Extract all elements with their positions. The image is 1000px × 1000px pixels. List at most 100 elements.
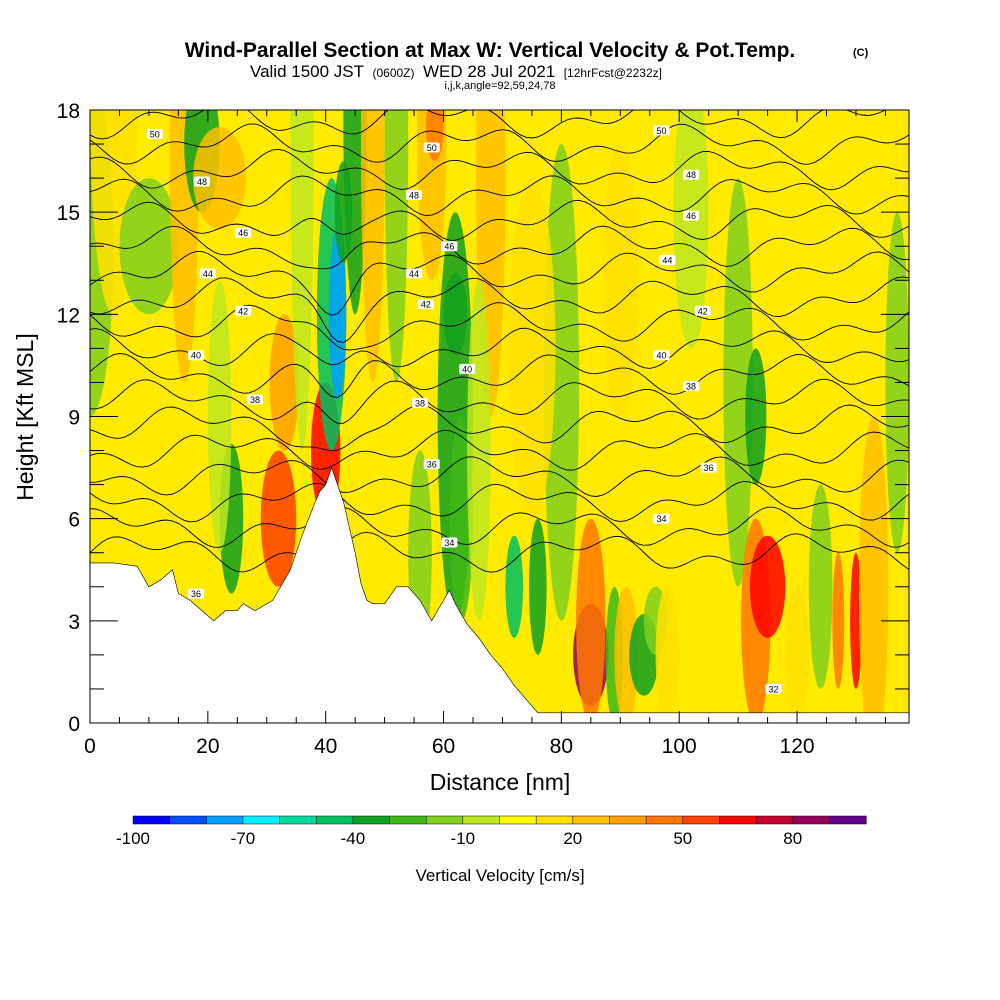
x-tick-label-6: 120 <box>780 735 815 758</box>
theta-line-15 <box>90 148 909 191</box>
theta-line-1 <box>90 506 909 548</box>
x-axis-label: Distance [nm] <box>430 769 571 795</box>
colorbar-swatch-2 <box>206 815 244 825</box>
theta-label-17: 50 <box>653 125 670 136</box>
theta-label-14: 38 <box>411 397 428 408</box>
svg-text:48: 48 <box>409 191 419 201</box>
svg-text:46: 46 <box>238 228 248 238</box>
velocity-cell-46 <box>449 416 474 621</box>
colorbar-swatch-0 <box>132 815 171 825</box>
x-tick-label-5: 100 <box>662 735 697 758</box>
theta-line-16 <box>90 123 909 165</box>
svg-text:48: 48 <box>686 170 696 180</box>
theta-label-26: 32 <box>765 683 782 694</box>
theta-contours <box>90 110 909 573</box>
velocity-cell-41 <box>858 416 889 723</box>
velocity-cell-32 <box>673 110 709 349</box>
colorbar-swatch-12 <box>572 815 610 825</box>
theta-label-18: 48 <box>682 169 699 180</box>
colorbar-swatch-18 <box>792 815 830 825</box>
theta-label-10: 46 <box>441 241 458 252</box>
colorbar-swatch-4 <box>279 815 317 825</box>
theta-label-22: 40 <box>653 350 670 361</box>
svg-text:50: 50 <box>150 129 160 139</box>
colorbar-swatch-1 <box>169 815 207 825</box>
y-tick-label-2: 6 <box>68 509 80 532</box>
chart-title: Wind-Parallel Section at Max W: Vertical… <box>185 39 796 62</box>
theta-line-7 <box>90 353 909 398</box>
colorbar-swatch-11 <box>535 815 574 825</box>
x-tick-label-1: 20 <box>196 735 219 758</box>
colorbar-swatch-9 <box>462 815 501 825</box>
theta-line-11 <box>90 251 909 316</box>
x-tick-label-2: 40 <box>314 735 337 758</box>
theta-line-6 <box>90 378 909 424</box>
svg-text:38: 38 <box>686 381 696 391</box>
svg-text:38: 38 <box>415 398 425 408</box>
theta-line-2 <box>90 480 909 523</box>
svg-text:40: 40 <box>462 364 472 374</box>
theta-label-19: 46 <box>682 210 699 221</box>
svg-text:36: 36 <box>704 463 714 473</box>
velocity-cell-5 <box>193 127 247 230</box>
svg-text:44: 44 <box>662 255 672 265</box>
colorbar-swatch-7 <box>389 815 427 825</box>
y-tick-label-6: 18 <box>57 100 80 123</box>
colorbar-swatch-19 <box>829 815 867 825</box>
velocity-cell-22 <box>505 535 523 638</box>
theta-label-2: 46 <box>235 227 252 238</box>
y-tick-label-0: 0 <box>68 713 80 736</box>
svg-text:44: 44 <box>203 269 213 279</box>
theta-line-3 <box>90 456 909 497</box>
svg-text:46: 46 <box>686 211 696 221</box>
y-tick-label-4: 12 <box>57 304 80 327</box>
colorbar-swatch-5 <box>316 815 354 825</box>
valid-time-label: Valid 1500 JST (0600Z) WED 28 Jul 2021 [… <box>250 62 662 81</box>
svg-text:36: 36 <box>427 460 437 470</box>
colorbar-swatch-13 <box>609 815 647 825</box>
colorbar-tick-2: -40 <box>341 829 366 848</box>
theta-label-7: 36 <box>188 588 205 599</box>
colorbar-tick-1: -70 <box>231 829 256 848</box>
svg-text:38: 38 <box>250 395 260 405</box>
y-tick-label-1: 3 <box>68 611 80 634</box>
theta-label-3: 44 <box>199 268 216 279</box>
svg-text:34: 34 <box>444 538 454 548</box>
colorbar-tick-3: -10 <box>451 829 476 848</box>
svg-text:42: 42 <box>238 306 248 316</box>
terrain-mask <box>89 466 910 724</box>
colorbar-swatch-14 <box>645 815 684 825</box>
theta-contour-labels: 50 48 46 44 42 40 38 36 50 48 46 44 42 40 38 36 34 50 48 46… <box>146 125 782 694</box>
svg-text:50: 50 <box>427 143 437 153</box>
svg-text:40: 40 <box>191 351 201 361</box>
velocity-cell-8 <box>269 314 300 451</box>
svg-text:42: 42 <box>698 306 708 316</box>
theta-label-6: 38 <box>246 394 263 405</box>
theta-line-14 <box>90 175 909 216</box>
theta-line-13 <box>90 199 909 241</box>
theta-line-10 <box>90 276 909 343</box>
svg-text:42: 42 <box>421 300 431 310</box>
theta-line-8 <box>90 327 909 369</box>
velocity-cell-43 <box>207 280 232 553</box>
theta-label-8: 50 <box>423 142 440 153</box>
theta-label-16: 34 <box>441 537 458 548</box>
svg-text:36: 36 <box>191 589 201 599</box>
theta-label-5: 40 <box>188 350 205 361</box>
colorbar-swatch-17 <box>755 815 794 825</box>
velocity-cell-9 <box>290 110 314 451</box>
theta-line-9 <box>90 302 909 351</box>
velocity-cell-24 <box>543 144 580 621</box>
theta-label-1: 48 <box>193 176 210 187</box>
y-axis-label: Height [Kft MSL] <box>12 333 38 500</box>
colorbar-swatch-15 <box>682 815 720 825</box>
svg-text:50: 50 <box>657 126 667 136</box>
x-tick-label-4: 80 <box>550 735 573 758</box>
colorbar-tick-4: 20 <box>563 829 582 848</box>
theta-label-25: 34 <box>653 513 670 524</box>
velocity-cell-12 <box>328 229 347 400</box>
theta-line-0 <box>90 531 909 573</box>
velocity-cell-36 <box>749 535 786 638</box>
